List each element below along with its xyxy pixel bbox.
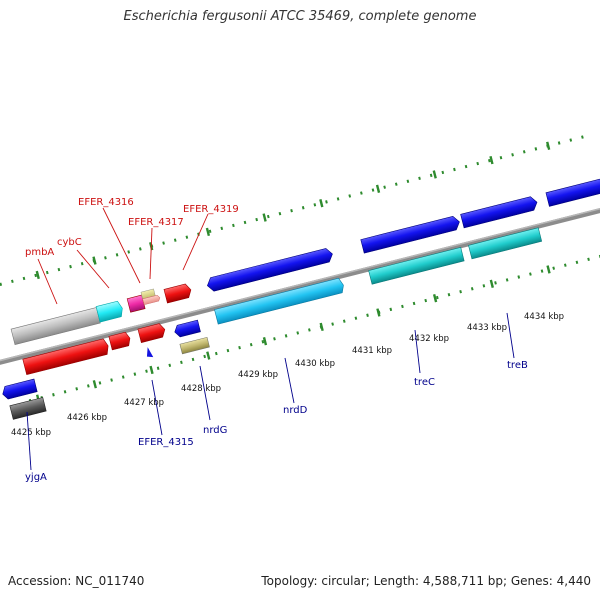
scale-tick-label: 4425 kbp bbox=[11, 428, 51, 438]
scale-major-tick bbox=[546, 265, 551, 274]
gene-feature-pmbA-inner[interactable] bbox=[22, 338, 110, 376]
scale-major-tick bbox=[262, 213, 267, 222]
gene-feature-treC-inner[interactable] bbox=[368, 246, 465, 285]
gene-label-EFER_4316[interactable]: EFER_4316 bbox=[78, 197, 134, 208]
scale-major-tick bbox=[35, 270, 40, 280]
gene-feature-pmbA[interactable] bbox=[10, 307, 101, 346]
gene-label-EFER_4317[interactable]: EFER_4317 bbox=[128, 217, 184, 228]
scale-major-tick bbox=[432, 170, 437, 179]
leader-line-treB bbox=[506, 312, 515, 359]
scale-tick-label: 4432 kbp bbox=[409, 334, 449, 344]
gene-label-cybC[interactable]: cybC bbox=[57, 237, 82, 248]
leader-line-EFER_4316 bbox=[102, 207, 141, 284]
scale-major-tick bbox=[376, 308, 381, 317]
scale-tick-label: 4433 kbp bbox=[467, 323, 507, 333]
gene-feature-khaki[interactable] bbox=[179, 336, 210, 355]
map-title: Escherichia fergusonii ATCC 35469, compl… bbox=[123, 9, 477, 24]
gene-label-EFER_4319[interactable]: EFER_4319 bbox=[183, 204, 239, 215]
scale-major-tick bbox=[206, 351, 211, 360]
leader-line-cybC bbox=[76, 249, 110, 289]
gene-feature-next[interactable] bbox=[545, 175, 600, 207]
leader-line-nrdD bbox=[284, 357, 295, 404]
gene-label-nrdD[interactable]: nrdD bbox=[283, 405, 308, 416]
gene-feature-nrdG[interactable] bbox=[173, 319, 201, 338]
gene-label-pmbA[interactable]: pmbA bbox=[25, 247, 54, 258]
gene-feature-EFER_4315-marker[interactable] bbox=[145, 346, 154, 358]
accession-text: Accession: NC_011740 bbox=[8, 574, 145, 588]
gene-feature-treC[interactable] bbox=[360, 215, 461, 254]
leader-line-pmbA bbox=[37, 258, 58, 305]
lower-tick-guide bbox=[28, 249, 600, 403]
leader-line-yjgA bbox=[26, 411, 32, 471]
gene-feature-nrdD-inner[interactable] bbox=[214, 277, 345, 325]
gene-feature-treB-inner[interactable] bbox=[468, 227, 543, 260]
scale-major-tick bbox=[489, 155, 494, 165]
scale-major-tick bbox=[149, 365, 154, 375]
scale-tick-label: 4431 kbp bbox=[352, 346, 392, 356]
genome-backbone-highlight bbox=[0, 203, 600, 365]
scale-tick-label: 4429 kbp bbox=[238, 370, 278, 380]
gene-feature-yjgA-inner[interactable] bbox=[9, 397, 47, 420]
scale-major-tick bbox=[432, 293, 438, 303]
gene-feature-EFER_4316[interactable] bbox=[126, 294, 146, 313]
gene-feature-EFER_4319[interactable] bbox=[163, 283, 193, 304]
scale-major-tick bbox=[489, 279, 494, 288]
gene-feature-EFER_4316-inner[interactable] bbox=[137, 323, 167, 343]
scale-major-tick bbox=[319, 198, 324, 208]
scale-major-tick bbox=[205, 227, 211, 237]
topology-text: Topology: circular; Length: 4,588,711 bp… bbox=[261, 574, 591, 588]
scale-tick-label: 4430 kbp bbox=[295, 359, 335, 369]
gene-label-treB[interactable]: treB bbox=[507, 360, 528, 371]
gene-feature-cybC[interactable] bbox=[95, 300, 124, 323]
lower-major-ticks bbox=[35, 265, 551, 403]
leader-line-treC bbox=[414, 329, 421, 374]
gene-feature-nrdD[interactable] bbox=[206, 247, 334, 292]
scale-tick-label: 4428 kbp bbox=[181, 384, 221, 394]
upper-major-ticks bbox=[35, 141, 551, 280]
gene-label-yjgA[interactable]: yjgA bbox=[25, 472, 47, 483]
scale-tick-label: 4434 kbp bbox=[524, 312, 564, 322]
scale-major-tick bbox=[375, 184, 381, 193]
leader-line-nrdG bbox=[199, 365, 211, 421]
gene-feature-cybC-inner[interactable] bbox=[108, 331, 132, 351]
gene-feature-EFER_4317-b[interactable] bbox=[142, 294, 161, 306]
gene-label-nrdG[interactable]: nrdG bbox=[203, 425, 227, 436]
gene-feature-yjgA[interactable] bbox=[1, 378, 38, 400]
gene-label-treC[interactable]: treC bbox=[414, 377, 435, 388]
scale-major-tick bbox=[262, 337, 268, 346]
scale-major-tick bbox=[546, 141, 551, 150]
scale-major-tick bbox=[92, 256, 97, 265]
leader-line-EFER_4317 bbox=[149, 227, 153, 280]
scale-major-tick bbox=[319, 322, 324, 332]
gene-label-EFER_4315[interactable]: EFER_4315 bbox=[138, 437, 194, 448]
scale-tick-label: 4426 kbp bbox=[67, 413, 107, 423]
scale-major-tick bbox=[92, 380, 97, 389]
scale-tick-label: 4427 kbp bbox=[124, 398, 164, 408]
leader-line-EFER_4319 bbox=[182, 213, 209, 271]
leader-line-EFER_4315 bbox=[151, 379, 163, 436]
gene-feature-treB[interactable] bbox=[460, 195, 539, 229]
